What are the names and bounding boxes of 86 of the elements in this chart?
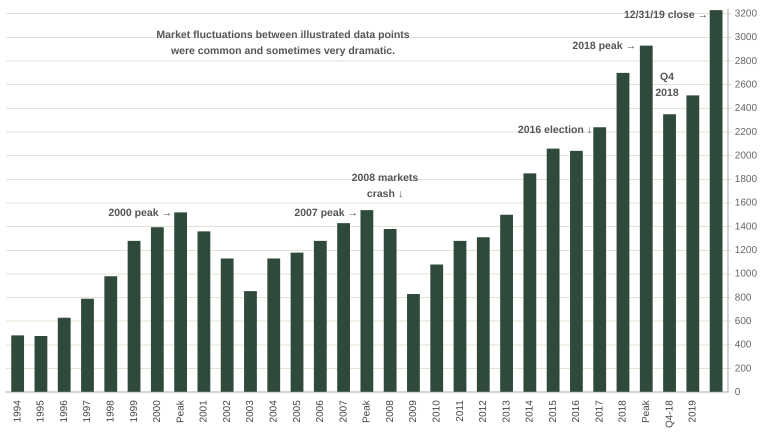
x-tick-label: 2010 [431, 400, 442, 422]
bar [454, 240, 466, 392]
bar [104, 276, 118, 392]
bar [640, 46, 653, 392]
y-tick-label: 1000 [734, 268, 758, 280]
y-tick-label: 0 [734, 386, 741, 398]
x-tick-label: 2019 [688, 400, 699, 422]
y-tick-label: 1400 [734, 221, 758, 232]
x-tick-label: 2018 [618, 400, 629, 422]
x-tick-label: 2005 [292, 400, 303, 422]
bar [267, 258, 280, 392]
bar [570, 150, 583, 392]
x-tick-label: Peak [362, 399, 373, 424]
y-tick-label: 3200 [734, 8, 758, 20]
x-tick-label: 2017 [594, 400, 606, 422]
bar [686, 95, 700, 392]
x-tick-label: 2000 [152, 400, 164, 422]
bar [360, 210, 374, 392]
bar [58, 318, 71, 392]
bar [290, 252, 304, 392]
x-tick-label: Peak [175, 399, 186, 424]
y-tick-label: 2800 [734, 56, 758, 67]
bar [593, 127, 606, 392]
x-tick-label: 1998 [106, 400, 117, 422]
bar [150, 227, 164, 392]
x-tick-label: 2012 [478, 400, 490, 422]
bar [174, 212, 188, 392]
y-tick-label: 800 [734, 292, 752, 304]
bar [81, 298, 94, 392]
bar [616, 72, 630, 392]
y-tick-label: 1800 [734, 174, 758, 186]
x-tick-label: 1995 [36, 400, 47, 422]
bar [384, 228, 397, 392]
bar [244, 291, 257, 392]
x-tick-label: 2011 [454, 400, 466, 422]
x-tick-label: Peak [641, 399, 652, 424]
x-tick-label: 2001 [198, 400, 210, 422]
x-tick-label: Q4-18 [664, 400, 676, 428]
x-tick-label: 1997 [82, 400, 94, 422]
x-tick-label: 2003 [245, 400, 256, 422]
bar [476, 237, 490, 392]
x-tick-label: 2014 [524, 400, 536, 422]
x-tick-label: 1994 [12, 400, 24, 422]
annotation: Market fluctuations between illustrated data points were common and sometimes very dramatic. [156, 28, 410, 57]
annotation: 2000 peak → [108, 206, 172, 219]
annotation: 2007 peak → [294, 206, 358, 219]
x-tick-label: 2008 [384, 400, 396, 422]
y-tick-label: 200 [734, 363, 752, 374]
x-tick-label: 2013 [501, 400, 512, 422]
bar [430, 264, 444, 392]
x-tick-label: 1996 [58, 400, 70, 422]
y-tick-label: 2600 [734, 79, 758, 90]
annotation: 2008 markets crash ↓ [352, 172, 418, 200]
y-tick-label: 600 [734, 316, 752, 327]
y-tick-label: 1200 [734, 245, 758, 256]
bar [407, 294, 420, 392]
x-tick-label: 2006 [315, 400, 326, 422]
bar [337, 223, 350, 392]
x-tick-label: 2015 [548, 400, 559, 422]
annotation: 2018 peak → [572, 40, 636, 52]
y-tick-label: 2400 [734, 103, 758, 114]
y-tick-label: 3000 [734, 32, 758, 44]
bar [314, 240, 327, 392]
y-tick-label: 2000 [734, 150, 758, 162]
y-tick-label: 400 [734, 340, 752, 351]
x-tick-label: 2016 [571, 400, 582, 422]
bar [523, 173, 536, 392]
bar [710, 10, 723, 392]
bar [34, 336, 48, 392]
bar [663, 114, 676, 392]
x-tick-label: 1999 [128, 400, 140, 422]
annotation: 2016 election ↓ [518, 124, 592, 136]
bar [198, 231, 210, 392]
y-tick-label: 2200 [734, 126, 758, 138]
bar [11, 335, 24, 392]
annotation: 12/31/19 close → [624, 8, 708, 21]
x-tick-label: 2004 [268, 400, 280, 422]
bar [546, 148, 560, 392]
y-tick-label: 1600 [734, 198, 758, 209]
bar [220, 258, 234, 392]
bar [128, 240, 140, 392]
x-tick-label: 2007 [338, 400, 350, 422]
annotation: Q4 2018 [655, 70, 679, 99]
x-tick-label: 2002 [222, 400, 233, 422]
x-tick-label: 2009 [408, 400, 420, 422]
bar [500, 214, 513, 392]
